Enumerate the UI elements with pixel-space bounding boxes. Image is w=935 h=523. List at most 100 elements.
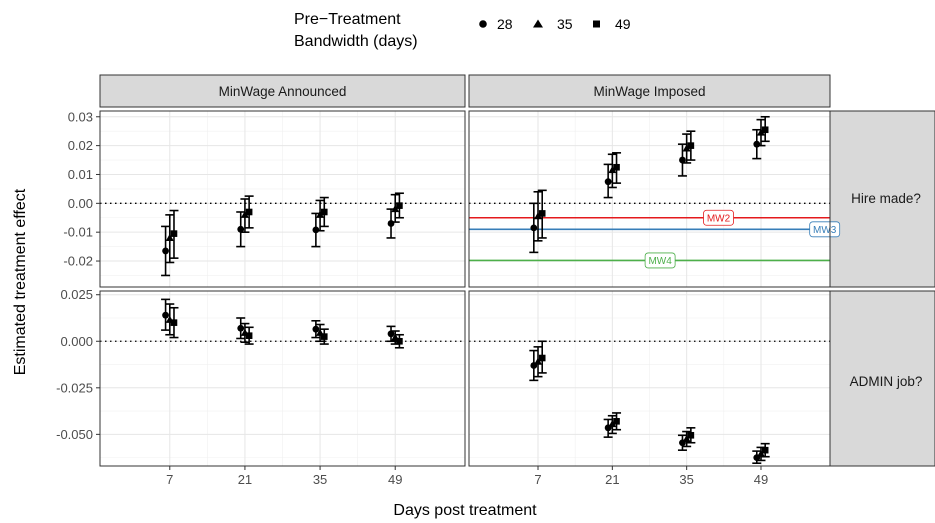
- legend-title-line2: Bandwidth (days): [294, 33, 418, 50]
- errorbar-day21-bw49: [612, 412, 622, 431]
- x-tick-label: 7: [534, 472, 541, 487]
- strip-col-0: MinWage Announced: [99, 74, 466, 108]
- errorbar-day49-bw49: [760, 115, 770, 143]
- legend-title-line1: Pre−Treatment: [294, 11, 401, 28]
- errorbar-day7-bw28: [529, 202, 539, 254]
- x-tick-label: 35: [313, 472, 327, 487]
- panel-data-r0-c0: [161, 192, 404, 277]
- point-triangle-bw35: [316, 210, 325, 218]
- y-tick-label: 0.00: [68, 196, 93, 211]
- panel-border: [99, 110, 466, 288]
- strip-row-0-label: Hire made?: [851, 191, 921, 206]
- y-tick-label: -0.025: [56, 380, 93, 395]
- x-tick-label: 49: [754, 472, 768, 487]
- point-square-bw49: [170, 230, 178, 237]
- errorbar-day7-bw49: [537, 340, 547, 374]
- panel-data-r0-c1: MW2 MW3 MW4: [469, 115, 841, 269]
- errorbar-day49-bw49: [760, 442, 770, 458]
- point-triangle-bw35: [608, 419, 617, 428]
- legend-square-icon: [593, 20, 600, 28]
- errorbar-day21-bw49: [244, 326, 254, 345]
- point-triangle-bw35: [756, 449, 765, 457]
- point-circle-bw28: [237, 225, 245, 233]
- errorbar-day35-bw28: [677, 143, 687, 177]
- panel-r1-c0: [100, 291, 465, 466]
- point-square-bw49: [320, 208, 328, 216]
- legend-label-28: 28: [497, 16, 513, 32]
- point-square-bw49: [761, 446, 769, 454]
- ref-label-mw3: MW3: [813, 225, 837, 236]
- errorbar-day7-bw28: [161, 225, 171, 277]
- x-axis-title: Days post treatment: [393, 502, 537, 519]
- point-circle-bw28: [387, 220, 395, 227]
- point-square-bw49: [396, 202, 403, 209]
- errorbar-day21-bw28: [236, 211, 246, 248]
- x-tick-label: 49: [388, 472, 402, 487]
- legend-circle-icon: [479, 20, 487, 28]
- y-tick-label: -0.01: [63, 225, 93, 240]
- panel-r0-c0: [100, 111, 465, 287]
- errorbar-day21-bw35: [240, 198, 250, 233]
- errorbar-day7-bw49: [537, 189, 547, 239]
- strip-row-1-label: ADMIN job?: [850, 374, 923, 389]
- panel-border: [99, 290, 466, 467]
- ref-label-box-mw2: [703, 209, 734, 226]
- x-tick-label: 21: [605, 472, 619, 487]
- strip-row-1-background: [829, 290, 935, 467]
- y-tick-label: -0.050: [56, 427, 93, 442]
- point-triangle-bw35: [534, 212, 543, 220]
- strip-row-1: ADMIN job?: [829, 290, 935, 467]
- point-circle-bw28: [162, 247, 169, 255]
- point-square-bw49: [538, 210, 546, 217]
- point-triangle-bw35: [240, 210, 249, 218]
- point-circle-bw28: [237, 324, 245, 332]
- x-tick-label: 35: [679, 472, 693, 487]
- errorbar-day49-bw35: [756, 446, 766, 462]
- errorbar-day21-bw28: [236, 317, 246, 340]
- y-tick-label: 0.03: [68, 109, 93, 124]
- errorbar-day49-bw28: [752, 128, 762, 160]
- y-axis-title: Estimated treatment effect: [12, 188, 29, 375]
- point-circle-bw28: [312, 226, 320, 234]
- errorbar-day21-bw49: [612, 152, 622, 184]
- strip-row-0: Hire made?: [829, 110, 935, 288]
- point-circle-bw28: [604, 178, 612, 186]
- point-triangle-bw35: [608, 165, 617, 174]
- errorbar-day35-bw35: [682, 430, 692, 448]
- errorbar-day49-bw28: [386, 325, 396, 343]
- point-square-bw49: [538, 354, 546, 362]
- y-tick-label: 0.01: [68, 167, 93, 182]
- ref-label-mw2: MW2: [707, 213, 731, 224]
- x-tick-label: 21: [238, 472, 252, 487]
- legend-label-35: 35: [557, 16, 573, 32]
- y-tick-label: 0.02: [68, 138, 93, 153]
- ref-label-mw4: MW4: [648, 256, 672, 267]
- legend-label-49: 49: [615, 16, 631, 32]
- errorbar-day35-bw49: [686, 130, 696, 161]
- point-circle-bw28: [530, 224, 538, 232]
- point-square-bw49: [687, 142, 695, 149]
- errorbar-day35-bw49: [319, 196, 329, 228]
- panel-border: [468, 290, 831, 467]
- errorbar-day49-bw49: [394, 192, 404, 219]
- point-circle-bw28: [162, 311, 169, 319]
- strip-col-1-label: MinWage Imposed: [593, 84, 705, 99]
- errorbar-day7-bw35: [533, 190, 543, 242]
- point-circle-bw28: [312, 325, 320, 333]
- panel-data-r1-c0: [161, 298, 404, 349]
- errorbar-day7-bw49: [169, 209, 179, 259]
- point-square-bw49: [613, 418, 620, 425]
- errorbar-day35-bw49: [686, 427, 696, 444]
- point-triangle-bw35: [165, 233, 174, 241]
- point-triangle-bw35: [682, 434, 691, 443]
- point-triangle-bw35: [682, 144, 691, 152]
- point-square-bw49: [245, 208, 253, 216]
- errorbar-day35-bw35: [682, 133, 692, 164]
- errorbar-day49-bw49: [394, 333, 404, 349]
- point-square-bw49: [245, 332, 253, 339]
- panel-r1-c1: [469, 291, 830, 466]
- point-circle-bw28: [753, 140, 761, 148]
- point-square-bw49: [687, 431, 695, 439]
